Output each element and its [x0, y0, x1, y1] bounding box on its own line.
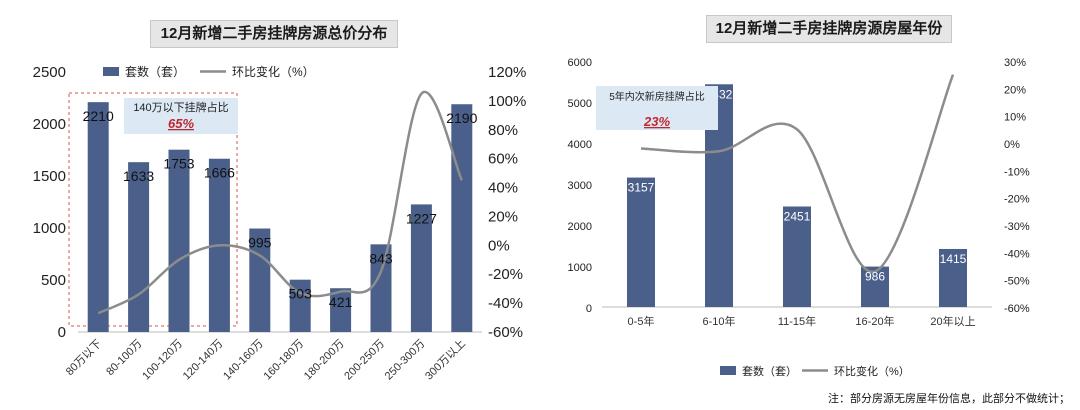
bar [410, 204, 432, 332]
right-chart-svg: 0 1000 2000 3000 4000 5000 6000 -60% -50% -40% -30… [568, 57, 1030, 378]
bar [939, 248, 967, 307]
right-chart-title: 12月新增二手房挂牌房源房屋年份 [706, 15, 952, 43]
y2-axis-tick-label: 20% [488, 208, 518, 225]
callout-label: 140万以下挂牌占比 [133, 100, 228, 114]
bar-value-label: 986 [865, 270, 885, 284]
legend-bar-swatch [720, 366, 736, 375]
y2-axis-tick-label: -60% [1004, 303, 1030, 315]
bar-value-label: 2210 [83, 108, 114, 124]
x-axis-category-label: 120-140万 [181, 338, 226, 383]
left-chart-svg: 0 500 1000 1500 2000 2500 -60% -40% -20% 0% 20% 40%… [33, 64, 527, 383]
y2-axis-tick-label: 40% [488, 180, 518, 197]
legend-line-label: 环比变化（%） [232, 64, 315, 79]
bar [168, 149, 190, 332]
bar-value-label: 1666 [204, 165, 235, 181]
bar-value-label: 843 [369, 250, 393, 266]
y2-axis-tick-label: 120% [488, 64, 526, 81]
legend-bar-label: 套数（套） [125, 64, 185, 79]
y-axis-tick-label: 0 [586, 303, 592, 315]
y2-axis-tick-label: 100% [488, 93, 526, 110]
y2-axis-tick-label: -50% [1004, 276, 1030, 288]
trend-line [97, 90, 463, 315]
legend-bar-label: 套数（套） [742, 365, 797, 378]
bar [87, 102, 109, 332]
x-axis-category-label: 0-5年 [628, 314, 655, 328]
right-chart-panel: 0 1000 2000 3000 4000 5000 6000 -60% -50% -40% -30… [540, 0, 1080, 410]
highlight-dashed-box [68, 92, 238, 327]
trend-line [640, 74, 955, 273]
x-axis-category-label: 300万以上 [422, 337, 468, 383]
callout-box [596, 86, 718, 130]
x-axis-category-label: 180-200万 [302, 338, 347, 383]
y2-axis-tick-label: -20% [1004, 194, 1030, 206]
y-axis-tick-label: 2500 [33, 64, 66, 81]
y-axis-tick-label: 1500 [33, 168, 66, 185]
y-axis-tick-label: 2000 [33, 116, 66, 133]
left-chart-panel: 0 500 1000 1500 2000 2500 -60% -40% -20% 0% 20% 40%… [33, 20, 527, 383]
y2-axis-tick-label: -10% [1004, 166, 1030, 178]
bar-value-label: 995 [248, 235, 272, 251]
y2-axis-tick-label: 80% [488, 122, 518, 139]
bar [249, 228, 271, 332]
x-axis-category-label: 16-20年 [855, 314, 894, 328]
y-axis-tick-label: 3000 [568, 180, 592, 192]
footnote: 注：部分房源无房屋年份信息，此部分不做统计； [828, 393, 1070, 405]
y-axis-tick-label: 1000 [568, 262, 592, 274]
x-axis-category-label: 250-300万 [383, 338, 428, 383]
x-axis-category-label: 200-250万 [342, 338, 387, 383]
x-axis-category-label: 11-15年 [778, 314, 816, 328]
bar-value-label: 2190 [446, 110, 477, 126]
bar-value-label: 1415 [940, 252, 967, 266]
x-axis-category-label: 100-120万 [140, 338, 185, 383]
callout-label: 5年内次新房挂牌占比 [609, 90, 705, 103]
bar [451, 104, 473, 333]
y-axis-tick-label: 500 [41, 272, 66, 289]
x-axis-category-label: 80-100万 [104, 338, 144, 378]
y-axis-tick-label: 0 [58, 324, 66, 341]
y2-axis-tick-label: -40% [488, 295, 523, 312]
bar [627, 177, 655, 307]
bar-value-label: 1227 [406, 210, 437, 226]
x-axis-category-label: 20年以上 [930, 314, 975, 328]
callout-value: 23% [643, 114, 670, 129]
bar [783, 206, 811, 307]
y-axis-tick-label: 2000 [568, 221, 592, 233]
y-axis-tick-label: 6000 [568, 57, 592, 69]
bar [861, 266, 889, 307]
y2-axis-tick-label: 0% [1004, 139, 1020, 151]
y2-axis-tick-label: 20% [1004, 84, 1026, 96]
callout-value: 65% [168, 116, 194, 131]
x-axis-category-label: 6-10年 [702, 314, 735, 328]
bar-value-label: 1753 [163, 156, 194, 172]
bar [128, 162, 150, 332]
y2-axis-tick-label: -40% [1004, 248, 1030, 260]
callout-box [124, 98, 238, 134]
y-axis-tick-label: 1000 [33, 220, 66, 237]
x-axis-category-label: 80万以下 [64, 338, 104, 378]
x-axis-category-label: 140-160万 [221, 338, 266, 383]
y-axis-tick-label: 5000 [568, 98, 592, 110]
y-axis-tick-label: 4000 [568, 139, 592, 151]
x-axis-category-label: 160-180万 [262, 338, 307, 383]
bar-value-label: 503 [289, 286, 313, 302]
bar [330, 288, 352, 332]
bar [370, 244, 392, 332]
y2-axis-tick-label: 0% [488, 237, 510, 254]
bar-value-label: 3157 [628, 181, 655, 195]
bar-value-label: 1633 [123, 168, 154, 184]
y2-axis-tick-label: -20% [488, 266, 523, 283]
left-chart-title: 12月新增二手房挂牌房源总价分布 [150, 20, 398, 48]
bar-value-label: 2451 [784, 210, 811, 224]
bar-value-label: 421 [329, 294, 353, 310]
y2-axis-tick-label: 30% [1004, 57, 1026, 69]
bar [289, 279, 311, 332]
y2-axis-tick-label: -30% [1004, 221, 1030, 233]
y2-axis-tick-label: 10% [1004, 112, 1026, 124]
legend-bar-swatch [103, 67, 119, 76]
y2-axis-tick-label: -60% [488, 324, 523, 341]
y2-axis-tick-label: 60% [488, 151, 518, 168]
legend-line-label: 环比变化（%） [834, 364, 910, 378]
